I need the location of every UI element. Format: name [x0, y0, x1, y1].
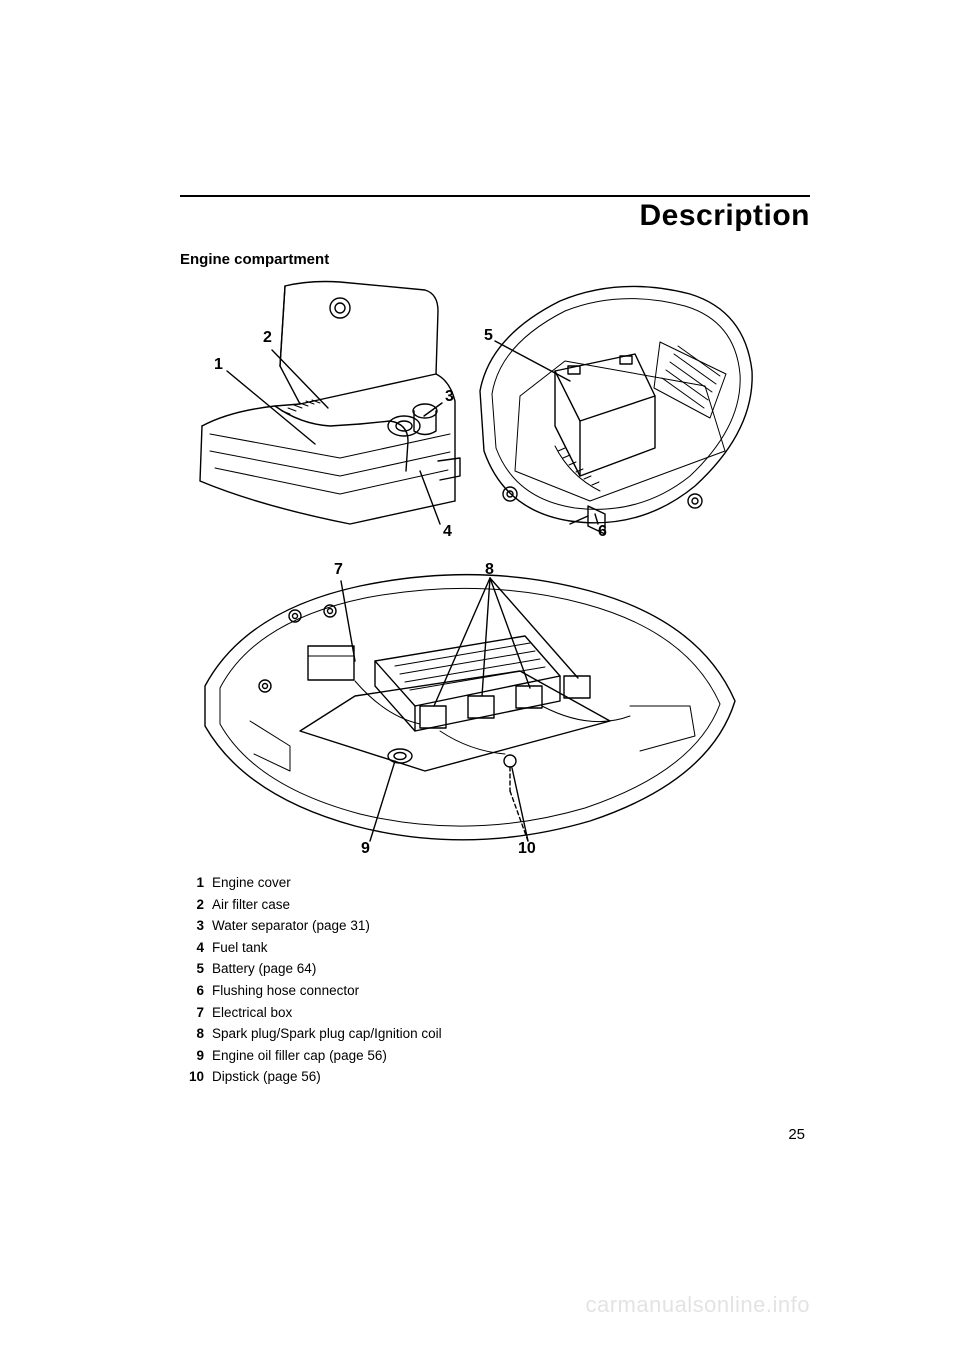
callout-4: 4: [443, 523, 452, 540]
diagram-top-left: 1 2 3 4: [190, 276, 475, 551]
diagrams-area: 1 2 3 4: [180, 276, 810, 866]
diagram-bottom: 7 8 9 10: [190, 556, 750, 866]
legend-num: 6: [180, 980, 204, 1002]
legend-num: 4: [180, 937, 204, 959]
page-number: 25: [788, 1126, 805, 1143]
legend-num: 3: [180, 915, 204, 937]
legend-text: Spark plug/Spark plug cap/Ignition coil: [212, 1023, 810, 1045]
legend-text: Air filter case: [212, 894, 810, 916]
legend-num: 8: [180, 1023, 204, 1045]
legend-text: Battery (page 64): [212, 958, 810, 980]
legend-num: 9: [180, 1045, 204, 1067]
legend-text: Water separator (page 31): [212, 915, 810, 937]
legend-num: 1: [180, 872, 204, 894]
legend-text: Flushing hose connector: [212, 980, 810, 1002]
legend-row: 10 Dipstick (page 56): [180, 1066, 810, 1088]
section-title: Description: [180, 199, 810, 233]
callout-3: 3: [445, 388, 454, 405]
watermark: carmanualsonline.info: [585, 1292, 810, 1318]
callout-10: 10: [518, 840, 536, 857]
legend-num: 7: [180, 1002, 204, 1024]
legend-text: Engine cover: [212, 872, 810, 894]
header-rule: [180, 195, 810, 197]
legend-text: Electrical box: [212, 1002, 810, 1024]
callout-6: 6: [598, 523, 607, 540]
page: Description Engine compartment: [0, 0, 960, 1358]
legend-text: Engine oil filler cap (page 56): [212, 1045, 810, 1067]
legend-row: 5 Battery (page 64): [180, 958, 810, 980]
legend-row: 2 Air filter case: [180, 894, 810, 916]
legend-num: 2: [180, 894, 204, 916]
legend-row: 1 Engine cover: [180, 872, 810, 894]
legend-row: 8 Spark plug/Spark plug cap/Ignition coi…: [180, 1023, 810, 1045]
callout-7: 7: [334, 561, 343, 578]
legend-row: 7 Electrical box: [180, 1002, 810, 1024]
callout-2: 2: [263, 329, 272, 346]
legend-row: 9 Engine oil filler cap (page 56): [180, 1045, 810, 1067]
legend-text: Dipstick (page 56): [212, 1066, 810, 1088]
callout-9: 9: [361, 840, 370, 857]
diagram-top-right: 5 6: [470, 276, 770, 551]
callout-5: 5: [484, 327, 493, 344]
parts-legend: 1 Engine cover 2 Air filter case 3 Water…: [180, 872, 810, 1088]
legend-text: Fuel tank: [212, 937, 810, 959]
legend-num: 5: [180, 958, 204, 980]
legend-num: 10: [180, 1066, 204, 1088]
callout-1: 1: [214, 356, 223, 373]
engine-compartment-subtitle: Engine compartment: [180, 251, 810, 268]
legend-row: 4 Fuel tank: [180, 937, 810, 959]
callout-8: 8: [485, 561, 494, 578]
legend-row: 3 Water separator (page 31): [180, 915, 810, 937]
legend-row: 6 Flushing hose connector: [180, 980, 810, 1002]
